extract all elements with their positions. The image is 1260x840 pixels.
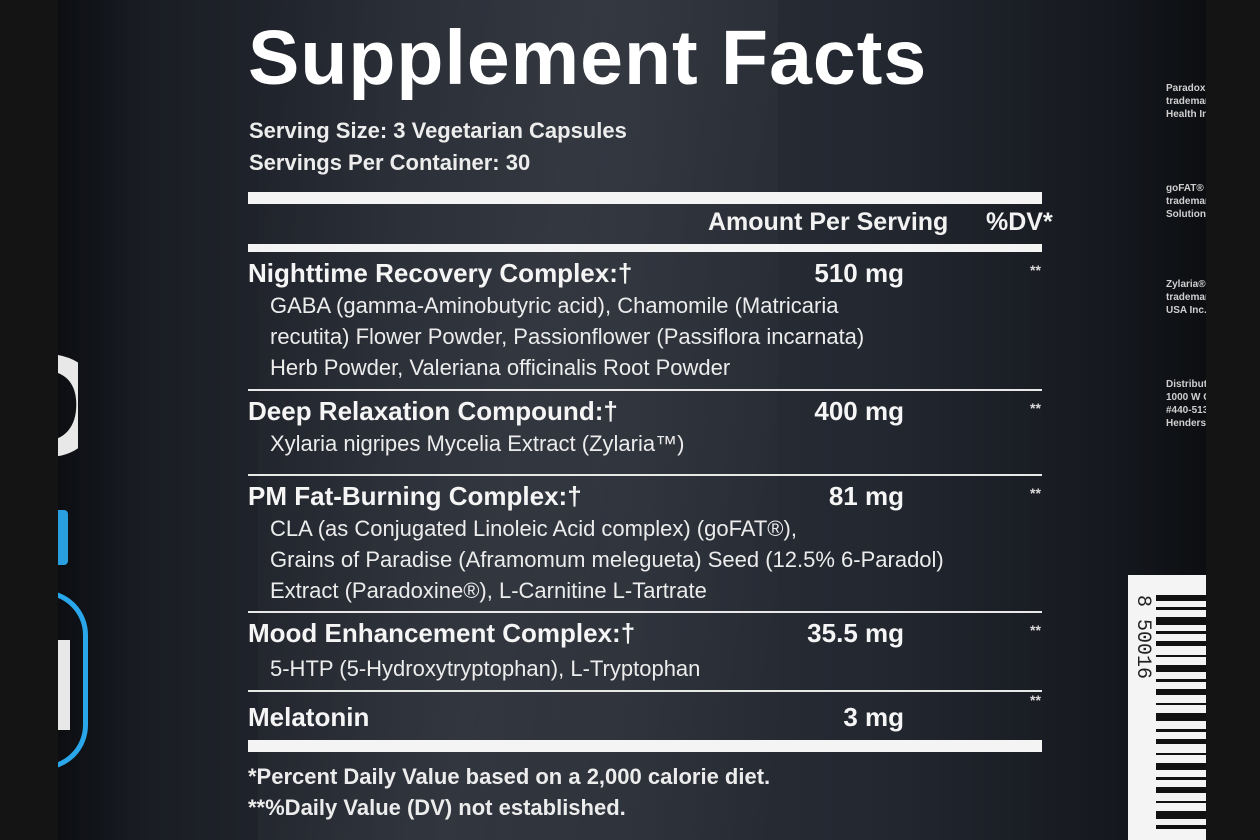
ingredient-dv: **	[1030, 262, 1041, 278]
legal-text-block: Zylaria® is a re trademark of USA Inc.	[1166, 278, 1206, 317]
ingredient-amount: 3 mg	[843, 702, 904, 732]
barcode-bar	[1156, 607, 1206, 610]
barcode-bar	[1156, 655, 1206, 657]
legal-text-block: goFAT® is a reg trademark of Solutions, …	[1166, 182, 1206, 221]
barcode-bar	[1156, 617, 1206, 625]
ingredient-desc: recutita) Flower Powder, Passionflower (…	[270, 324, 865, 349]
ingredient-amount: 400 mg	[814, 396, 904, 426]
brand-accent-stripe	[58, 510, 68, 565]
serving-size: Serving Size: 3 Vegetarian Capsules	[249, 118, 627, 143]
header-amount: Amount Per Serving	[708, 208, 949, 236]
brand-logo-fragment: D	[58, 330, 78, 510]
barcode-bar	[1156, 825, 1206, 829]
panel-title: Supplement Facts	[248, 15, 928, 101]
divider-thick-top	[248, 192, 1042, 204]
barcode-digits: 8 50016	[1131, 595, 1154, 680]
divider-thick-bottom	[248, 740, 1042, 752]
legal-line: Henderson, NV	[1166, 418, 1206, 429]
ingredient-desc: CLA (as Conjugated Linoleic Acid complex…	[270, 516, 797, 541]
ingredient-desc: Extract (Paradoxine®), L-Carnitine L-Tar…	[270, 578, 707, 603]
ingredient-name: Deep Relaxation Compound:†	[248, 396, 618, 426]
legal-text-block: Paradoxine® is a trademark of Health Int…	[1166, 82, 1206, 121]
barcode-bar	[1156, 801, 1206, 803]
barcode-bar	[1156, 641, 1206, 646]
row-divider	[248, 611, 1042, 613]
brand-badge-letter	[58, 640, 70, 730]
legal-line: #440-513,	[1166, 405, 1206, 416]
legal-line: Paradoxine® is a	[1166, 83, 1206, 94]
row-divider	[248, 474, 1042, 476]
footnote-not-established: **%Daily Value (DV) not established.	[248, 795, 626, 820]
barcode-bar	[1156, 595, 1206, 601]
legal-line: USA Inc.	[1166, 305, 1206, 316]
ingredient-dv: **	[1030, 692, 1041, 708]
ingredient-desc: GABA (gamma-Aminobutyric acid), Chamomil…	[270, 293, 839, 318]
legal-line: Zylaria® is a re	[1166, 279, 1206, 290]
legal-line: goFAT® is a reg	[1166, 183, 1206, 194]
barcode-bar	[1156, 713, 1206, 721]
barcode-bar	[1156, 689, 1206, 695]
barcode-bar	[1156, 631, 1206, 634]
legal-line: trademark of	[1166, 96, 1206, 107]
divider-thick-header	[248, 244, 1042, 252]
legal-line: Solutions, Inc.	[1166, 209, 1206, 220]
ingredient-name: Mood Enhancement Complex:†	[248, 618, 636, 648]
barcode-bar	[1156, 777, 1206, 780]
ingredient-amount: 81 mg	[828, 481, 904, 511]
barcode-bar	[1156, 665, 1206, 672]
ingredient-desc: Herb Powder, Valeriana officinalis Root …	[270, 355, 731, 380]
ingredient-desc: Xylaria nigripes Mycelia Extract (Zylari…	[270, 431, 685, 456]
row-divider	[248, 389, 1042, 391]
barcode-bar	[1156, 679, 1206, 682]
legal-line: trademark of	[1166, 292, 1206, 303]
ingredient-name: Melatonin	[248, 702, 370, 732]
legal-line: 1000 W Gemini	[1166, 392, 1206, 403]
ingredient-dv: **	[1030, 485, 1041, 501]
ingredient-name: Nighttime Recovery Complex:†	[248, 258, 633, 288]
ingredient-dv: **	[1030, 622, 1041, 638]
legal-text-block: Distributed by 1000 W Gemini #440-513, H…	[1166, 378, 1206, 430]
row-divider	[248, 690, 1042, 692]
ingredient-desc: 5-HTP (5-Hydroxytryptophan), L-Tryptopha…	[270, 656, 701, 681]
ingredient-amount: 510 mg	[814, 258, 904, 288]
ingredient-name: PM Fat-Burning Complex:†	[248, 481, 582, 511]
barcode: 8 50016	[1128, 575, 1206, 840]
barcode-bar	[1156, 763, 1206, 770]
servings-per-container: Servings Per Container: 30	[249, 150, 531, 175]
legal-line: trademark of	[1166, 196, 1206, 207]
ingredient-amount: 35.5 mg	[807, 618, 904, 648]
ingredient-dv: **	[1030, 400, 1041, 416]
bottle-label: D Supplement Facts Serving Size: 3 Veget…	[58, 0, 1206, 840]
barcode-bar	[1156, 739, 1206, 744]
ingredient-desc: Grains of Paradise (Aframomum melegueta)…	[270, 547, 944, 572]
barcode-bar	[1156, 811, 1206, 819]
barcode-bar	[1156, 753, 1206, 755]
barcode-bar	[1156, 729, 1206, 732]
footnote-dv: *Percent Daily Value based on a 2,000 ca…	[248, 764, 771, 789]
header-dv: %DV*	[986, 208, 1053, 236]
barcode-bar	[1156, 787, 1206, 793]
barcode-bar	[1156, 703, 1206, 705]
legal-line: Distributed by	[1166, 379, 1206, 390]
legal-line: Health Intervention	[1166, 109, 1206, 120]
